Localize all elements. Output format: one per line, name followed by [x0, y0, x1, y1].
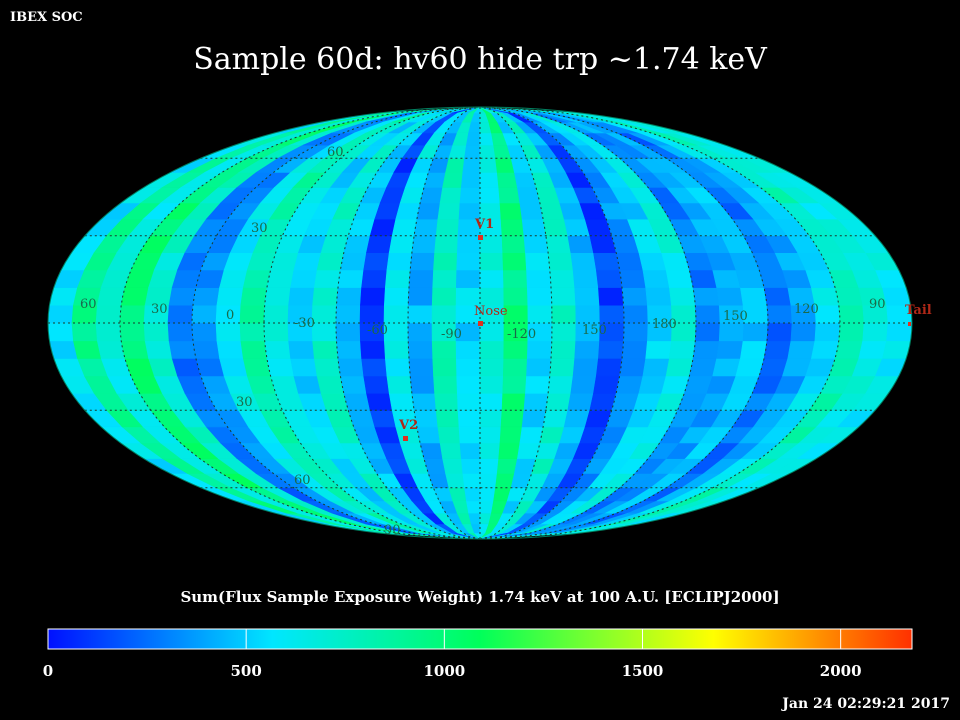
lat-label: 60 — [294, 473, 311, 488]
lon-label: 90 — [869, 297, 886, 312]
meridian-line — [479, 107, 841, 539]
marker-v1 — [478, 235, 483, 240]
marker-label-v1: V1 — [474, 217, 494, 232]
lon-label: -120 — [507, 327, 536, 342]
meridian-line — [479, 107, 625, 539]
marker-label-tail: Tail — [905, 303, 932, 318]
meridian-line — [479, 107, 769, 539]
map-outline — [47, 106, 913, 540]
timestamp: Jan 24 02:29:21 2017 — [782, 696, 950, 712]
colorbar-title: Sum(Flux Sample Exposure Weight) 1.74 ke… — [180, 588, 780, 606]
map-cell — [886, 322, 912, 342]
meridian-line — [263, 107, 481, 539]
lon-label: 0 — [226, 308, 234, 323]
map-title: Sample 60d: hv60 hide trp ~1.74 keV — [193, 42, 767, 77]
lon-label: 120 — [794, 302, 819, 317]
meridian-line — [479, 107, 553, 539]
lat-label: 90 — [384, 523, 401, 538]
meridian-line — [191, 107, 481, 539]
marker-nose — [478, 321, 483, 326]
meridian-line — [407, 107, 481, 539]
colorbar-tick-label: 1000 — [423, 662, 465, 680]
lon-label: 180 — [652, 317, 677, 332]
lon-label: 150 — [582, 323, 607, 338]
colorbar-gradient — [47, 628, 913, 650]
colorbar-tick-label: 500 — [231, 662, 262, 680]
lat-label: 60 — [327, 145, 344, 160]
marker-v2 — [403, 436, 408, 441]
lon-label: -30 — [294, 316, 315, 331]
lat-label: 30 — [251, 221, 268, 236]
lon-label: 60 — [80, 297, 97, 312]
colorbar-tick-label: 1500 — [622, 662, 664, 680]
lon-label: -90 — [441, 327, 462, 342]
meridian-line — [335, 107, 481, 539]
colorbar-tick-label: 0 — [43, 662, 53, 680]
lon-label: 150 — [723, 309, 748, 324]
meridian-line — [119, 107, 481, 539]
lon-label: 30 — [151, 302, 168, 317]
lon-label: -60 — [367, 323, 388, 338]
meridian-line — [479, 107, 697, 539]
colorbar-tick-label: 2000 — [820, 662, 862, 680]
marker-label-nose: Nose — [474, 304, 508, 319]
marker-label-v2: V2 — [398, 418, 418, 433]
marker-tail — [908, 322, 911, 326]
org-label: IBEX SOC — [10, 10, 83, 25]
lat-label: 30 — [236, 395, 253, 410]
